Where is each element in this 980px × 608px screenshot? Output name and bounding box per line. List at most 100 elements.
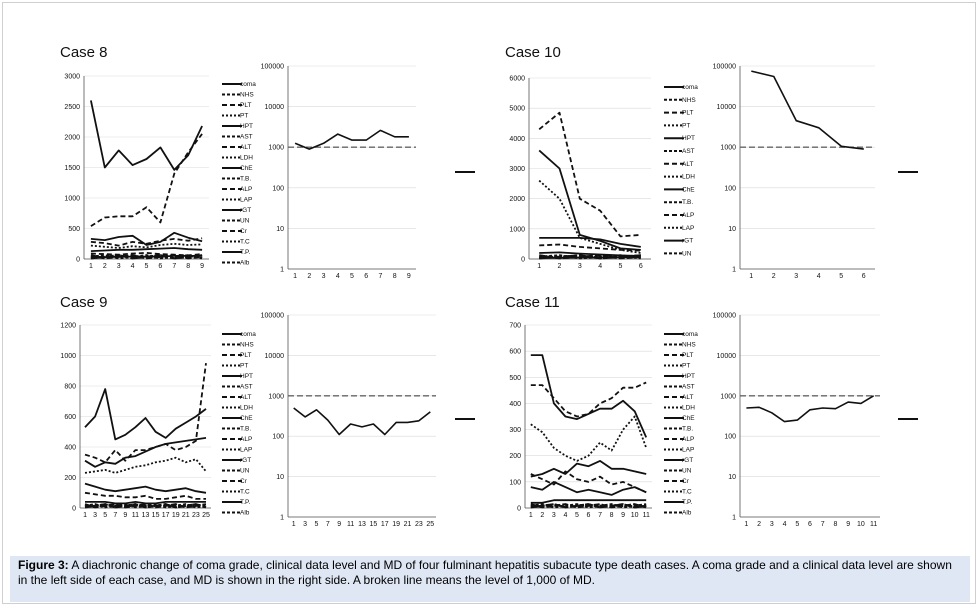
y-tick-label: 100000 <box>713 313 736 320</box>
x-tick-label: 9 <box>200 263 204 270</box>
y-tick-label: 0 <box>76 257 80 264</box>
x-tick-label: 3 <box>322 273 326 280</box>
baseline-series-line <box>90 254 203 260</box>
legend-label: HPT <box>240 123 253 130</box>
series-line-lap <box>90 242 203 249</box>
legend-label: LDH <box>682 405 695 412</box>
series-line-coma <box>85 500 206 505</box>
x-tick-label: 9 <box>407 273 411 280</box>
x-tick-label: 15 <box>152 512 160 519</box>
legend-label: PLT <box>682 352 693 359</box>
y-tick-label: 1000 <box>268 145 284 152</box>
x-tick-label: 2 <box>307 273 311 280</box>
legend-label: AST <box>682 384 695 391</box>
legend-label: PLT <box>682 110 693 117</box>
series-line-rgt <box>90 247 203 252</box>
case-10-md-panel: 1 10 100 1000 10000 100000 1 2 3 4 5 6 <box>713 64 918 280</box>
x-tick-label: 3 <box>303 521 307 528</box>
x-tick-label: 5 <box>839 273 843 280</box>
legend-label: PT <box>240 113 248 120</box>
series-line-coma <box>530 499 647 504</box>
legend-label: T.P. <box>240 499 251 506</box>
figure-caption: Figure 3: A diachronic change of coma gr… <box>10 556 970 602</box>
x-tick-label: 5 <box>103 512 107 519</box>
legend-label: Cr <box>682 478 690 485</box>
caption-text: A diachronic change of coma grade, clini… <box>18 558 952 587</box>
legend-label: coma <box>240 331 256 338</box>
y-tick-label: 2500 <box>64 104 80 111</box>
legend-label: ALT <box>682 161 693 168</box>
series-line-md <box>751 70 864 150</box>
x-tick-label: 17 <box>162 512 170 519</box>
series-line-plt <box>84 491 206 500</box>
x-tick-label: 6 <box>808 521 812 528</box>
y-tick-label: 2000 <box>64 135 80 142</box>
legend-label: UN <box>682 250 692 257</box>
x-tick-label: 5 <box>619 263 623 270</box>
case-title: Case 10 <box>505 44 561 61</box>
legend-label: ChE <box>682 415 695 422</box>
legend-label: Cr <box>240 228 248 235</box>
x-tick-label: 19 <box>392 521 400 528</box>
series-line-ast <box>84 388 207 441</box>
legend-label: Cr <box>240 478 248 485</box>
legend-label: PLT <box>240 352 251 359</box>
x-tick-label: 8 <box>186 263 190 270</box>
baseline-series-line <box>539 254 641 260</box>
y-tick-label: 1 <box>280 515 284 522</box>
x-tick-label: 2 <box>757 521 761 528</box>
x-tick-label: 5 <box>315 521 319 528</box>
y-tick-label: 0 <box>72 506 76 513</box>
case-11-clinical-panel: Case 11 0 100 200 300 400 500 600 700 1 2 3 4 5 6 7 8 9 10… <box>505 294 698 519</box>
series-line-ldh <box>538 111 641 238</box>
x-tick-label: 6 <box>364 273 368 280</box>
x-tick-label: 15 <box>369 521 377 528</box>
series-line-alp <box>84 456 207 474</box>
x-tick-label: 2 <box>540 512 544 519</box>
legend-label: T.C <box>682 489 692 496</box>
legend-label: AST <box>682 148 695 155</box>
legend-label: Alb <box>240 510 250 517</box>
legend-label: ChE <box>240 415 253 422</box>
y-tick-label: 500 <box>68 226 80 233</box>
x-tick-label: 2 <box>103 263 107 270</box>
x-tick-label: 1 <box>529 512 533 519</box>
x-tick-label: 7 <box>113 512 117 519</box>
legend-label: T.P. <box>682 499 693 506</box>
x-tick-label: 25 <box>426 521 434 528</box>
x-tick-label: 13 <box>142 512 150 519</box>
x-tick-label: 1 <box>537 263 541 270</box>
legend-label: T.B. <box>682 199 693 206</box>
x-tick-label: 7 <box>378 273 382 280</box>
series-line-alp <box>530 459 647 478</box>
legend-label: ChE <box>682 186 695 193</box>
series-line-ldh <box>530 381 647 418</box>
legend-label: ALP <box>240 186 252 193</box>
legend-label: NHS <box>240 92 254 99</box>
legend-label: LDH <box>240 155 253 162</box>
y-tick-label: 700 <box>509 323 521 330</box>
legend-label: LAP <box>240 197 252 204</box>
legend-label: rGT <box>682 457 693 464</box>
legend-label: LAP <box>682 447 694 454</box>
y-tick-label: 4000 <box>509 136 525 143</box>
y-tick-label: 10000 <box>717 353 737 360</box>
series-line-ldh <box>90 133 203 227</box>
legend-label: Alb <box>682 510 692 517</box>
x-tick-label: 3 <box>770 521 774 528</box>
case-title: Case 11 <box>505 294 560 311</box>
y-tick-label: 1000 <box>720 393 736 400</box>
x-tick-label: 5 <box>145 263 149 270</box>
x-tick-label: 4 <box>336 273 340 280</box>
legend-label: LAP <box>240 447 252 454</box>
y-tick-label: 10 <box>276 474 284 481</box>
x-tick-label: 6 <box>862 273 866 280</box>
y-tick-label: 1000 <box>268 393 284 400</box>
legend-label: LDH <box>240 405 253 412</box>
legend-label: coma <box>682 331 698 338</box>
series-line-ast <box>90 100 203 171</box>
legend-label: coma <box>240 81 256 88</box>
y-tick-label: 3000 <box>64 74 80 81</box>
x-tick-label: 3 <box>117 263 121 270</box>
